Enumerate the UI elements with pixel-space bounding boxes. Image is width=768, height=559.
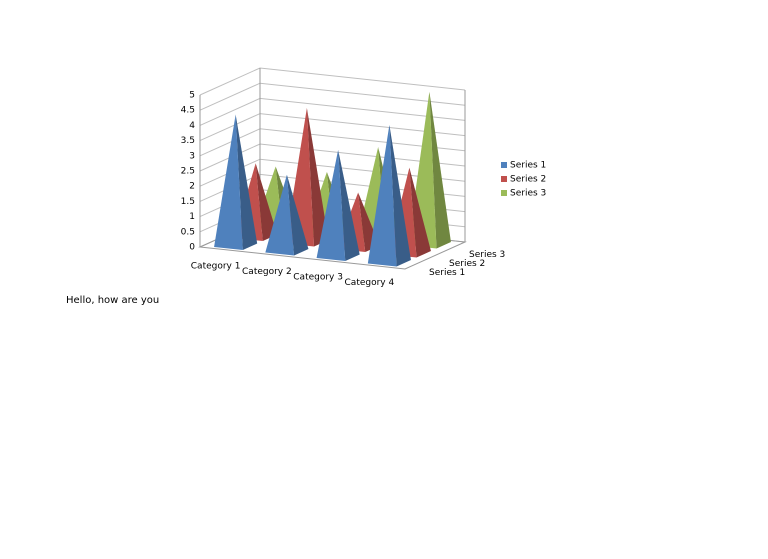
pyramid xyxy=(214,114,258,251)
pyramid-shade xyxy=(306,107,329,247)
y-tick-label: 4.5 xyxy=(181,106,195,116)
pyramid xyxy=(265,174,309,256)
pyramid-side xyxy=(255,163,278,242)
paragraph: Hello, how are you xyxy=(66,295,159,306)
pyramid-side xyxy=(338,149,360,262)
x-tick-label: Category 2 xyxy=(242,267,292,277)
legend-swatch xyxy=(501,190,507,196)
legend-swatch xyxy=(501,162,507,168)
y-tick-label: 0.5 xyxy=(181,227,195,237)
pyramid-shade xyxy=(429,91,451,249)
legend-label: Series 2 xyxy=(510,175,546,185)
pyramid xyxy=(367,124,411,267)
pyramid-side xyxy=(306,107,329,247)
pyramid-shade xyxy=(389,124,411,267)
y-tick-label: 2 xyxy=(189,182,195,192)
pyramid-side xyxy=(429,91,451,249)
x-tick-label: Category 3 xyxy=(293,272,343,282)
x-tick-label: Category 4 xyxy=(345,278,395,288)
y-tick-label: 2.5 xyxy=(181,167,195,177)
pyramid-shade xyxy=(338,149,360,262)
pyramid-front xyxy=(214,114,243,251)
depth-tick-label: Series 1 xyxy=(429,268,465,278)
legend-swatch xyxy=(501,176,507,182)
pyramid-shade xyxy=(235,114,258,251)
pyramid-front xyxy=(367,124,397,267)
pyramid xyxy=(316,149,360,262)
pyramid-front xyxy=(316,149,346,262)
y-tick-label: 3 xyxy=(189,151,195,161)
pyramid-side xyxy=(389,124,411,267)
pyramid-shade xyxy=(286,174,309,256)
legend-label: Series 3 xyxy=(510,189,546,199)
depth-tick-label: Series 3 xyxy=(469,250,505,260)
pyramid-side xyxy=(286,174,309,256)
pyramid-shade xyxy=(255,163,278,242)
y-tick-label: 1.5 xyxy=(181,197,195,207)
pyramid-side xyxy=(235,114,258,251)
legend: Series 1 Series 2 Series 3 xyxy=(501,161,546,199)
y-tick-label: 4 xyxy=(189,121,195,131)
y-tick-label: 3.5 xyxy=(181,136,195,146)
depth-tick-label: Series 2 xyxy=(449,259,485,269)
pyramid-shade xyxy=(409,167,431,258)
y-tick-label: 1 xyxy=(189,212,195,222)
pyramid-side xyxy=(409,167,431,258)
pyramid-front xyxy=(265,174,295,256)
legend-label: Series 1 xyxy=(510,161,546,171)
x-tick-label: Category 1 xyxy=(191,261,241,271)
y-tick-label: 5 xyxy=(189,91,195,101)
y-tick-label: 0 xyxy=(189,243,195,253)
